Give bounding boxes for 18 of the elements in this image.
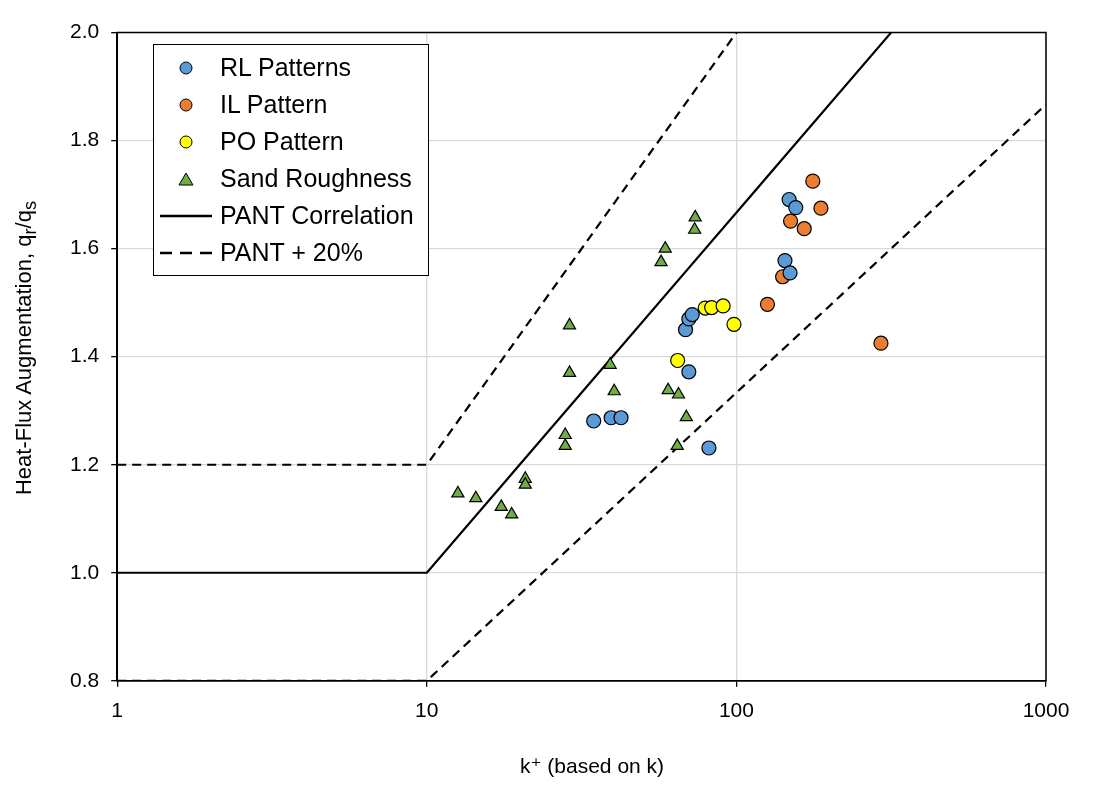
legend-label: PO Pattern [220,127,344,156]
x-axis-title: k⁺ (based on k) [518,754,666,778]
legend-label: PANT + 20% [220,238,363,267]
y-tick-label: 1.6 [69,235,100,259]
y-tick-label: 1.8 [69,127,100,151]
y-tick-label: 2.0 [69,19,100,43]
y-tick-label: 1.4 [69,343,100,367]
legend-label: IL Pattern [220,90,328,119]
legend-label: RL Patterns [220,53,352,82]
x-tick-label: 1000 [1022,698,1070,722]
x-tick-label: 100 [718,698,754,722]
y-tick-label: 1.0 [69,559,100,583]
y-tick-label: 0.8 [69,667,100,691]
legend-label: Sand Roughness [220,164,412,193]
y-tick-label: 1.2 [69,451,100,475]
legend-label: PANT Correlation [220,201,414,230]
x-tick-label: 10 [415,698,439,722]
x-tick-label: 1 [111,698,124,722]
